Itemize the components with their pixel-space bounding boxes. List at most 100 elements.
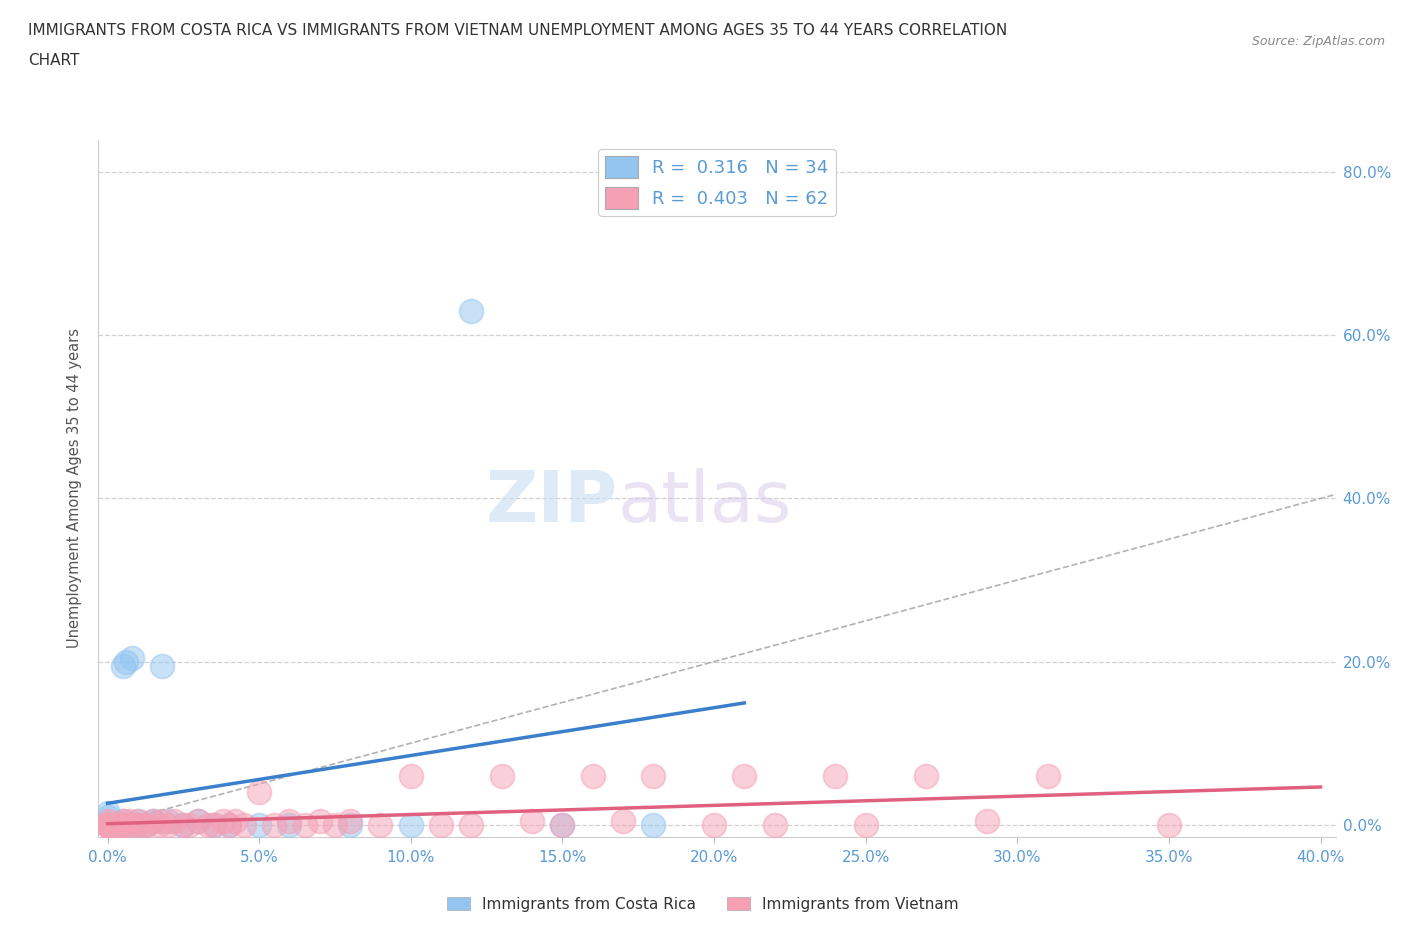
Point <box>103 817 125 832</box>
Point <box>136 817 159 832</box>
Y-axis label: Unemployment Among Ages 35 to 44 years: Unemployment Among Ages 35 to 44 years <box>67 328 83 648</box>
Point <box>108 817 131 832</box>
Point <box>157 813 180 828</box>
Point <box>308 813 330 828</box>
Point <box>323 817 346 832</box>
Point <box>105 817 128 832</box>
Point <box>96 809 118 824</box>
Point <box>111 817 134 832</box>
Point <box>187 813 209 828</box>
Point <box>114 817 136 832</box>
Point <box>96 805 118 820</box>
Point <box>96 817 118 832</box>
Point <box>121 650 143 665</box>
Point <box>520 813 543 828</box>
Point <box>491 768 513 783</box>
Point <box>430 817 453 832</box>
Point <box>339 817 361 832</box>
Point <box>1157 817 1180 832</box>
Point <box>1036 768 1059 783</box>
Point <box>157 817 180 832</box>
Point <box>150 813 173 828</box>
Point <box>111 813 134 828</box>
Point <box>127 813 149 828</box>
Point <box>127 813 149 828</box>
Legend: Immigrants from Costa Rica, Immigrants from Vietnam: Immigrants from Costa Rica, Immigrants f… <box>441 890 965 918</box>
Point <box>96 817 118 832</box>
Text: Source: ZipAtlas.com: Source: ZipAtlas.com <box>1251 35 1385 48</box>
Point <box>460 303 482 318</box>
Point <box>218 817 240 832</box>
Point <box>96 817 118 832</box>
Point <box>197 817 219 832</box>
Text: IMMIGRANTS FROM COSTA RICA VS IMMIGRANTS FROM VIETNAM UNEMPLOYMENT AMONG AGES 35: IMMIGRANTS FROM COSTA RICA VS IMMIGRANTS… <box>28 23 1007 38</box>
Point <box>127 817 149 832</box>
Point <box>278 813 301 828</box>
Point <box>96 817 118 832</box>
Point <box>233 817 256 832</box>
Point <box>96 817 118 832</box>
Point <box>460 817 482 832</box>
Point <box>96 817 118 832</box>
Point <box>218 817 240 832</box>
Point <box>399 817 422 832</box>
Point <box>96 817 118 832</box>
Point <box>643 768 665 783</box>
Point <box>399 768 422 783</box>
Point <box>142 813 165 828</box>
Point <box>211 813 233 828</box>
Text: atlas: atlas <box>619 468 793 537</box>
Point <box>551 817 574 832</box>
Point <box>294 817 316 832</box>
Point <box>187 813 209 828</box>
Point <box>612 813 634 828</box>
Point <box>247 785 270 800</box>
Point <box>114 654 136 669</box>
Point <box>278 817 301 832</box>
Point <box>733 768 755 783</box>
Point <box>582 768 605 783</box>
Point <box>118 813 141 828</box>
Point <box>163 813 186 828</box>
Point <box>763 817 786 832</box>
Point <box>132 817 155 832</box>
Point <box>96 817 118 832</box>
Point <box>96 817 118 832</box>
Text: CHART: CHART <box>28 53 80 68</box>
Point <box>703 817 725 832</box>
Text: ZIP: ZIP <box>486 468 619 537</box>
Point <box>247 817 270 832</box>
Point <box>96 817 118 832</box>
Point <box>96 817 118 832</box>
Point <box>118 817 141 832</box>
Point <box>111 658 134 673</box>
Point <box>105 817 128 832</box>
Point <box>96 817 118 832</box>
Point <box>111 813 134 828</box>
Point <box>121 817 143 832</box>
Point <box>224 813 246 828</box>
Point <box>202 817 225 832</box>
Point <box>96 817 118 832</box>
Point <box>96 817 118 832</box>
Point <box>142 813 165 828</box>
Point <box>824 768 846 783</box>
Point <box>179 817 201 832</box>
Point <box>127 817 149 832</box>
Point <box>96 817 118 832</box>
Point <box>855 817 877 832</box>
Legend: R =  0.316   N = 34, R =  0.403   N = 62: R = 0.316 N = 34, R = 0.403 N = 62 <box>598 149 837 216</box>
Point <box>96 817 118 832</box>
Point <box>976 813 998 828</box>
Point <box>202 817 225 832</box>
Point <box>643 817 665 832</box>
Point <box>150 658 173 673</box>
Point <box>172 817 194 832</box>
Point <box>263 817 285 832</box>
Point <box>370 817 392 832</box>
Point <box>339 813 361 828</box>
Point <box>551 817 574 832</box>
Point <box>132 817 155 832</box>
Point <box>172 817 194 832</box>
Point <box>108 817 131 832</box>
